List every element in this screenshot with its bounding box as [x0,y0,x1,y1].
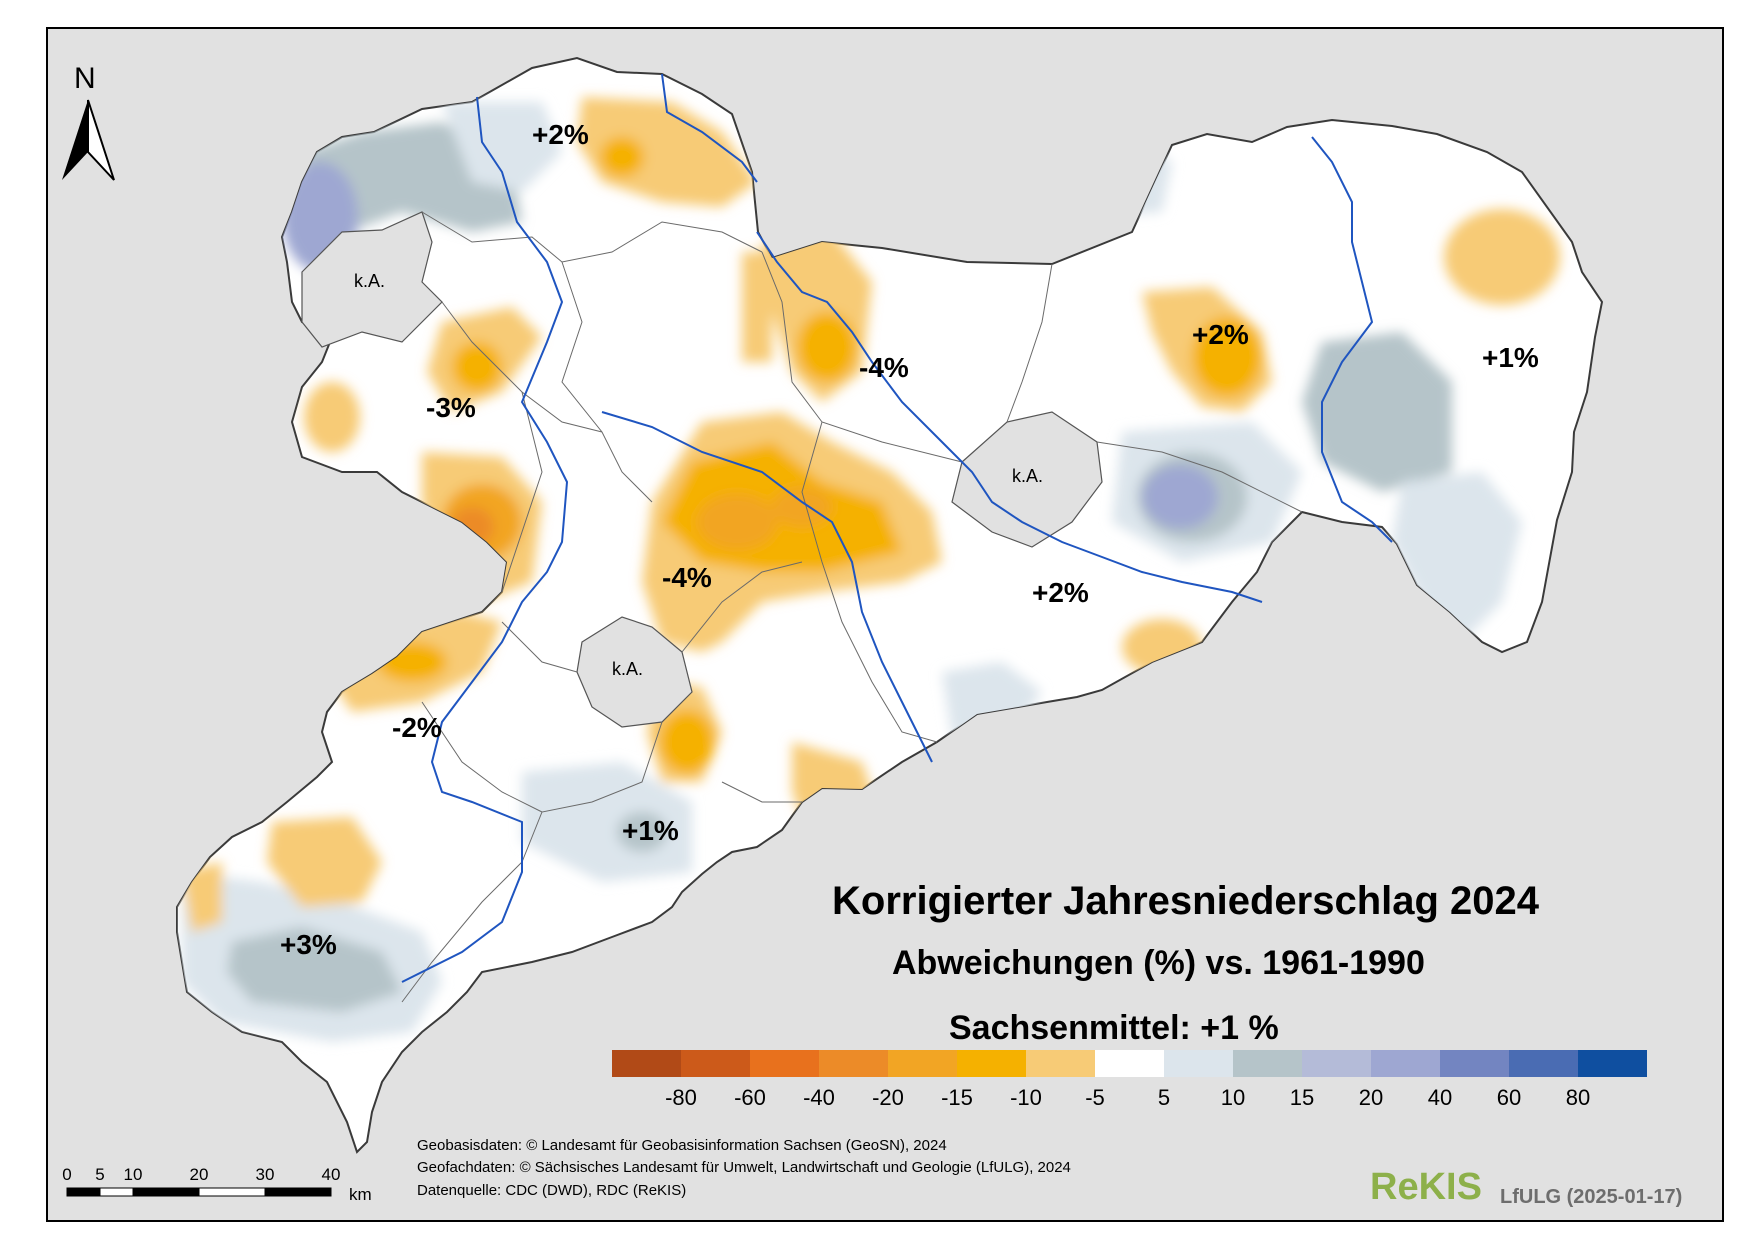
region-label: -3% [426,392,476,423]
region-label: +2% [532,119,589,150]
region-label: -4% [859,352,909,383]
legend-tick-label: -20 [872,1085,904,1110]
legend-swatch [1164,1050,1233,1077]
scale-bar-segment [264,1187,332,1197]
scale-bar-tick-label: 0 [62,1165,71,1184]
legend-swatch [1578,1050,1647,1077]
north-arrow-icon [62,100,88,180]
legend-swatch [1440,1050,1509,1077]
region-labels: +2% -3% -4% -4% +2% +1% +2% -2% +1% +3% [280,119,1539,960]
legend-swatch [1233,1050,1302,1077]
legend-swatch [888,1050,957,1077]
legend-swatch [1371,1050,1440,1077]
no-data-labels: k.A. k.A. k.A. [354,271,1043,679]
legend-swatch [1509,1050,1578,1077]
legend-swatch [819,1050,888,1077]
scale-bar-tick-label: 5 [95,1165,104,1184]
no-data-label: k.A. [1012,466,1043,486]
legend-tick-label: -15 [941,1085,973,1110]
credit-line: Geofachdaten: © Sächsisches Landesamt fü… [417,1159,1071,1176]
legend-tick-label: 80 [1566,1085,1590,1110]
region-label: +2% [1032,577,1089,608]
lfulg-date: LfULG (2025-01-17) [1500,1186,1683,1208]
legend-tick-label: -10 [1010,1085,1042,1110]
legend-tick-label: 20 [1359,1085,1383,1110]
legend-tick-label: 5 [1158,1085,1170,1110]
region-label: -4% [662,562,712,593]
region-label: +1% [622,815,679,846]
no-data-area-chemnitz [576,616,693,728]
district-borders [401,211,1303,1003]
scale-bar-unit: km [349,1185,372,1204]
legend-swatch [1302,1050,1371,1077]
legend-tick-label: 10 [1221,1085,1245,1110]
scale-bar-segment [198,1187,266,1197]
scale-bar-tick-label: 10 [124,1165,143,1184]
legend-swatch [1095,1050,1164,1077]
scale-bar-segment [66,1187,101,1197]
legend-tick-label: 15 [1290,1085,1314,1110]
legend-tick-label: 40 [1428,1085,1452,1110]
legend-tick-label: -40 [803,1085,835,1110]
legend-swatch [750,1050,819,1077]
no-data-label: k.A. [612,659,643,679]
scale-bar-tick-label: 40 [322,1165,341,1184]
scale-bar-segment [132,1187,200,1197]
legend-tick-label: 60 [1497,1085,1521,1110]
no-data-area-dresden [951,411,1103,548]
scale-bar-tick-label: 30 [256,1165,275,1184]
legend-swatch [681,1050,750,1077]
region-label: -2% [392,712,442,743]
legend-tick-label: -80 [665,1085,697,1110]
precipitation-map: +2% -3% -4% -4% +2% +1% +2% -2% +1% +3% … [48,29,1722,1220]
legend-tick-label: -5 [1085,1085,1105,1110]
rekis-logo: ReKIS [1370,1166,1482,1208]
north-arrow: N [62,62,115,181]
region-label: +2% [1192,319,1249,350]
legend-swatch [957,1050,1026,1077]
north-label: N [74,62,96,95]
saxony-mean: Sachsenmittel: +1 % [949,1009,1279,1047]
scale-bar-segment [99,1187,134,1197]
region-label: +1% [1482,342,1539,373]
credit-line: Datenquelle: CDC (DWD), RDC (ReKIS) [417,1182,687,1199]
scale-bar: 0 5 10 20 30 40 km [62,1165,371,1204]
map-subtitle: Abweichungen (%) vs. 1961-1990 [892,944,1425,982]
map-frame: +2% -3% -4% -4% +2% +1% +2% -2% +1% +3% … [46,27,1724,1222]
region-label: +3% [280,929,337,960]
no-data-label: k.A. [354,271,385,291]
legend-tick-label: -60 [734,1085,766,1110]
legend-swatch [612,1050,681,1077]
legend-swatch [1026,1050,1095,1077]
color-legend: -80 -60 -40 -20 -15 -10 -5 5 10 15 20 40 60 80 [612,1050,1647,1110]
map-title: Korrigierter Jahresniederschlag 2024 [832,879,1540,923]
no-data-area-leipzig [301,211,443,348]
rivers [401,73,1393,983]
scale-bar-tick-label: 20 [190,1165,209,1184]
credit-line: Geobasisdaten: © Landesamt für Geobasisi… [417,1137,947,1154]
